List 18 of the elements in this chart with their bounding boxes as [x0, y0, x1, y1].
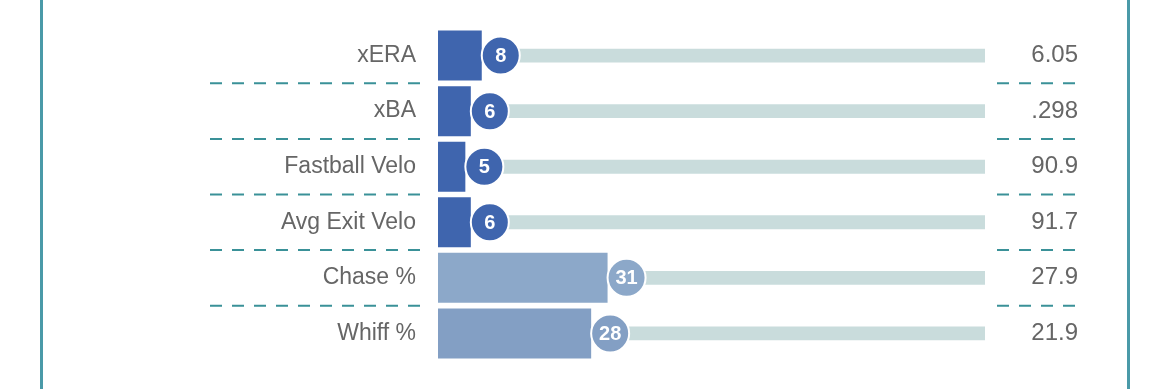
- data-label: 28: [599, 321, 622, 344]
- y-tick-label: xBA: [373, 96, 417, 123]
- text: 90.9: [1031, 151, 1078, 179]
- data-label: 8: [495, 44, 507, 67]
- y-tick-label: Avg Exit Velo: [280, 207, 416, 234]
- text: .298: [1031, 95, 1078, 123]
- y-tick-label: Fastball Velo: [284, 152, 416, 179]
- data-label: 6: [484, 210, 496, 233]
- text: 21.9: [1031, 318, 1078, 346]
- data-label: 31: [615, 266, 638, 289]
- y-tick-label: Chase %: [322, 263, 416, 290]
- text: 6.05: [1031, 40, 1078, 68]
- y-tick-label: Whiff %: [337, 318, 416, 345]
- data-label: 6: [484, 99, 496, 122]
- text: 27.9: [1031, 262, 1078, 290]
- text: 91.7: [1031, 206, 1078, 234]
- data-label: 5: [478, 155, 490, 178]
- y-tick-label: xERA: [357, 40, 417, 67]
